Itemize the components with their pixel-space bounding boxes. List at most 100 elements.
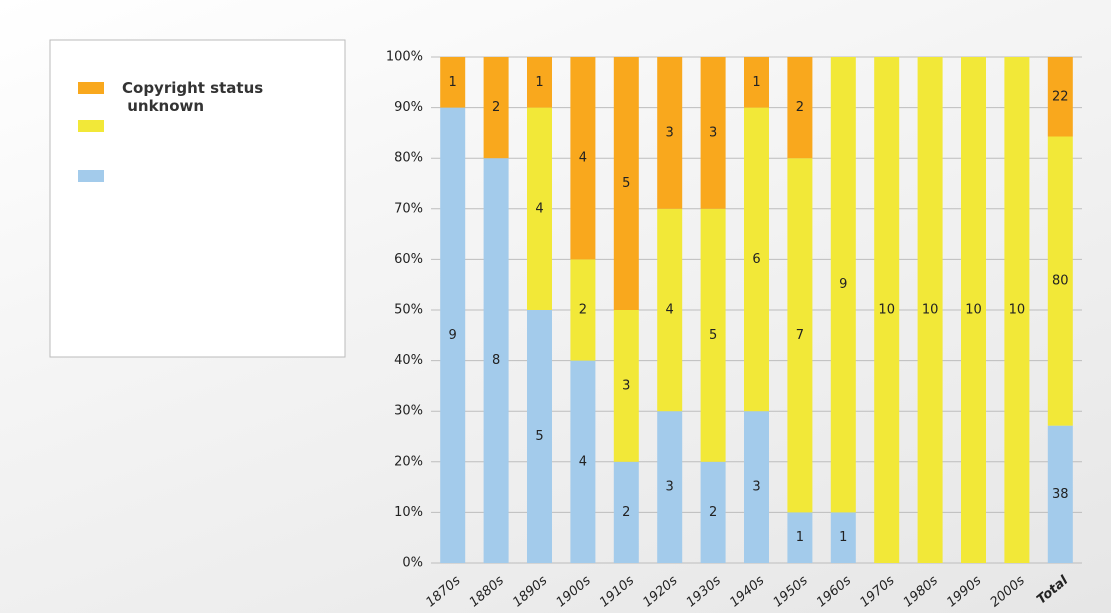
x-tick-label: 1910s [597,573,637,610]
y-tick-label: 40% [394,353,423,368]
x-tick-label: 1870s [423,573,463,610]
x-tick-label: 1990s [944,573,984,610]
data-label: 3 [752,480,760,495]
bar-segment [700,461,726,563]
data-label: 1 [796,530,804,545]
data-label: 7 [796,328,804,343]
data-label: 4 [535,201,543,216]
bar-segment [613,461,639,563]
y-tick-label: 100% [386,50,423,65]
bar-segment [874,57,900,563]
data-label: 8 [492,353,500,368]
x-tick-label: 1940s [727,573,767,610]
bar-segment [744,57,769,108]
bar-segment [613,57,639,310]
data-label: 3 [622,378,630,393]
bar-segment [787,158,813,513]
data-label: 1 [839,530,847,545]
bar-segment [527,107,552,310]
data-label: 3 [666,480,674,495]
y-tick-label: 30% [394,404,423,419]
bar-segment [440,57,466,108]
y-tick-label: 10% [394,505,423,520]
legend-swatch [78,120,104,132]
data-label: 80 [1052,274,1069,289]
bar-segment [1047,136,1073,426]
bar-segment [787,512,813,563]
data-label: 3 [709,125,717,140]
bar-segment [527,310,552,563]
data-label: 2 [492,100,500,115]
bar-segment [744,107,769,412]
data-label: 2 [709,505,717,520]
data-label: 10 [922,303,939,318]
x-tick-label: 1930s [684,573,724,610]
data-label: 9 [449,328,457,343]
bar-segment [830,512,856,563]
x-tick-label: Total [1034,573,1071,608]
data-label: 38 [1052,487,1069,502]
bar-segment [744,411,769,563]
bar-segment [830,57,856,513]
data-label: 10 [878,303,895,318]
x-tick-label: 2000s [988,573,1028,610]
bar-segment [570,259,596,361]
data-label: 5 [535,429,543,444]
y-tick-label: 90% [394,100,423,115]
bar-segment [527,57,552,108]
bar-segment [1004,57,1030,563]
bar-segment [613,310,639,462]
data-label: 4 [579,151,587,166]
x-tick-label: 1920s [640,573,680,610]
x-tick-label: 1960s [814,573,854,610]
bar-segment [657,208,683,412]
bar-segment [787,57,813,159]
data-label: 3 [666,125,674,140]
bar-segment [657,411,683,563]
data-label: 2 [796,100,804,115]
bar-segment [917,57,943,563]
data-label: 1 [449,75,457,90]
data-label: 2 [579,303,587,318]
bar-segment [1047,425,1073,563]
data-label: 22 [1052,89,1069,104]
y-tick-label: 0% [402,556,423,571]
y-tick-label: 50% [394,303,423,318]
data-label: 9 [839,277,847,292]
data-label: 4 [579,454,587,469]
x-tick-label: 1900s [554,573,594,610]
data-label: 4 [666,303,674,318]
bar-segment [657,57,683,209]
bar-segment [570,57,596,260]
legend-text: Copyright status unknown [122,79,263,115]
data-label: 10 [1009,303,1026,318]
y-tick-label: 20% [394,454,423,469]
bar-segment [700,208,726,462]
bar-segment [440,107,466,563]
bar-segment [570,360,596,563]
y-tick-label: 60% [394,252,423,267]
bar-segment [961,57,986,563]
x-tick-label: 1890s [510,573,550,610]
bar-segment [700,57,726,209]
x-tick-label: 1880s [467,573,507,610]
y-tick-label: 70% [394,201,423,216]
data-label: 1 [752,75,760,90]
x-tick-label: 1950s [771,573,811,610]
legend-swatch [78,170,104,182]
data-label: 1 [535,75,543,90]
legend-swatch [78,82,104,94]
x-tick-label: 1970s [857,573,897,610]
data-label: 6 [752,252,760,267]
bar-segment [483,158,509,563]
data-label: 2 [622,505,630,520]
x-tick-label: 1980s [901,573,941,610]
bar-segment [483,57,509,159]
bar-segment [1047,57,1073,137]
data-label: 10 [965,303,982,318]
y-tick-label: 80% [394,151,423,166]
data-label: 5 [622,176,630,191]
data-label: 5 [709,328,717,343]
